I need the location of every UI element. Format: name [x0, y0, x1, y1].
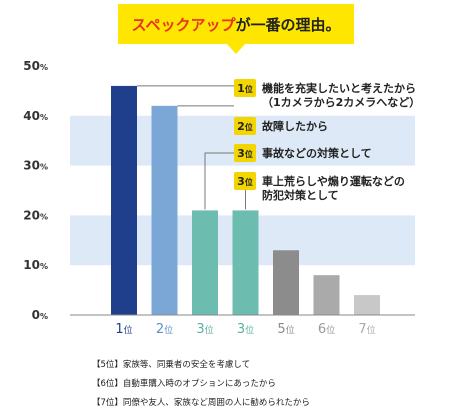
footnote-rank-6: 【6位】自動車購入時のオプションにあったから [92, 379, 276, 389]
y-tick-label-0: 0% [32, 308, 48, 322]
rank-badge-label-1: 2位 [237, 120, 253, 133]
rank-badge-2 [234, 144, 256, 162]
rank-badge-label-3: 3位 [237, 175, 253, 188]
category-label-2: 2位 [156, 322, 173, 337]
footnote-rank-5: 【5位】家族等、同乗者の安全を考慮して [92, 360, 251, 370]
annotation-text-1-0: 故障したから [262, 119, 328, 133]
bar-6 [313, 275, 340, 315]
rank-badge-3 [234, 172, 256, 190]
title-box-pointer [227, 44, 245, 54]
y-tick-label-10: 10% [23, 258, 48, 272]
leader-line-2 [204, 152, 234, 210]
rank-badge-0 [234, 79, 256, 97]
bar-4 [232, 210, 259, 315]
bar-7 [354, 295, 380, 315]
bar-1 [111, 85, 137, 315]
category-label-7: 7位 [358, 322, 375, 337]
annotation-text-0-0: 機能を充実したいと考えたから [262, 81, 416, 95]
annotation-text-3-1: 防犯対策として [262, 188, 339, 202]
category-label-4: 3位 [237, 322, 254, 337]
y-tick-label-40: 40% [23, 109, 48, 123]
y-tick-label-30: 30% [23, 159, 48, 173]
rank-badge-label-2: 3位 [237, 147, 253, 160]
category-label-5: 5位 [277, 322, 294, 337]
chart-title: スペックアップが一番の理由。 [132, 16, 341, 34]
annotation-text-0-1: （1カメラから2カメラへなど） [262, 96, 420, 109]
bar-5 [273, 250, 299, 315]
bar-3 [192, 210, 218, 315]
footnote-rank-7: 【7位】同僚や友人、家族など周囲の人に勧められたから [92, 398, 310, 408]
rank-badge-1 [234, 117, 256, 135]
bar-2 [151, 105, 178, 315]
title-box [118, 4, 354, 44]
annotation-text-2-0: 事故などの対策として [262, 146, 372, 160]
category-label-1: 1位 [115, 322, 132, 337]
annotation-text-3-0: 車上荒らしや煽り運転などの [262, 174, 405, 188]
y-tick-label-50: 50% [23, 59, 48, 73]
category-label-6: 6位 [318, 322, 335, 337]
rank-badge-label-0: 1位 [237, 82, 253, 95]
y-tick-label-20: 20% [23, 208, 48, 222]
category-label-3: 3位 [196, 322, 213, 337]
